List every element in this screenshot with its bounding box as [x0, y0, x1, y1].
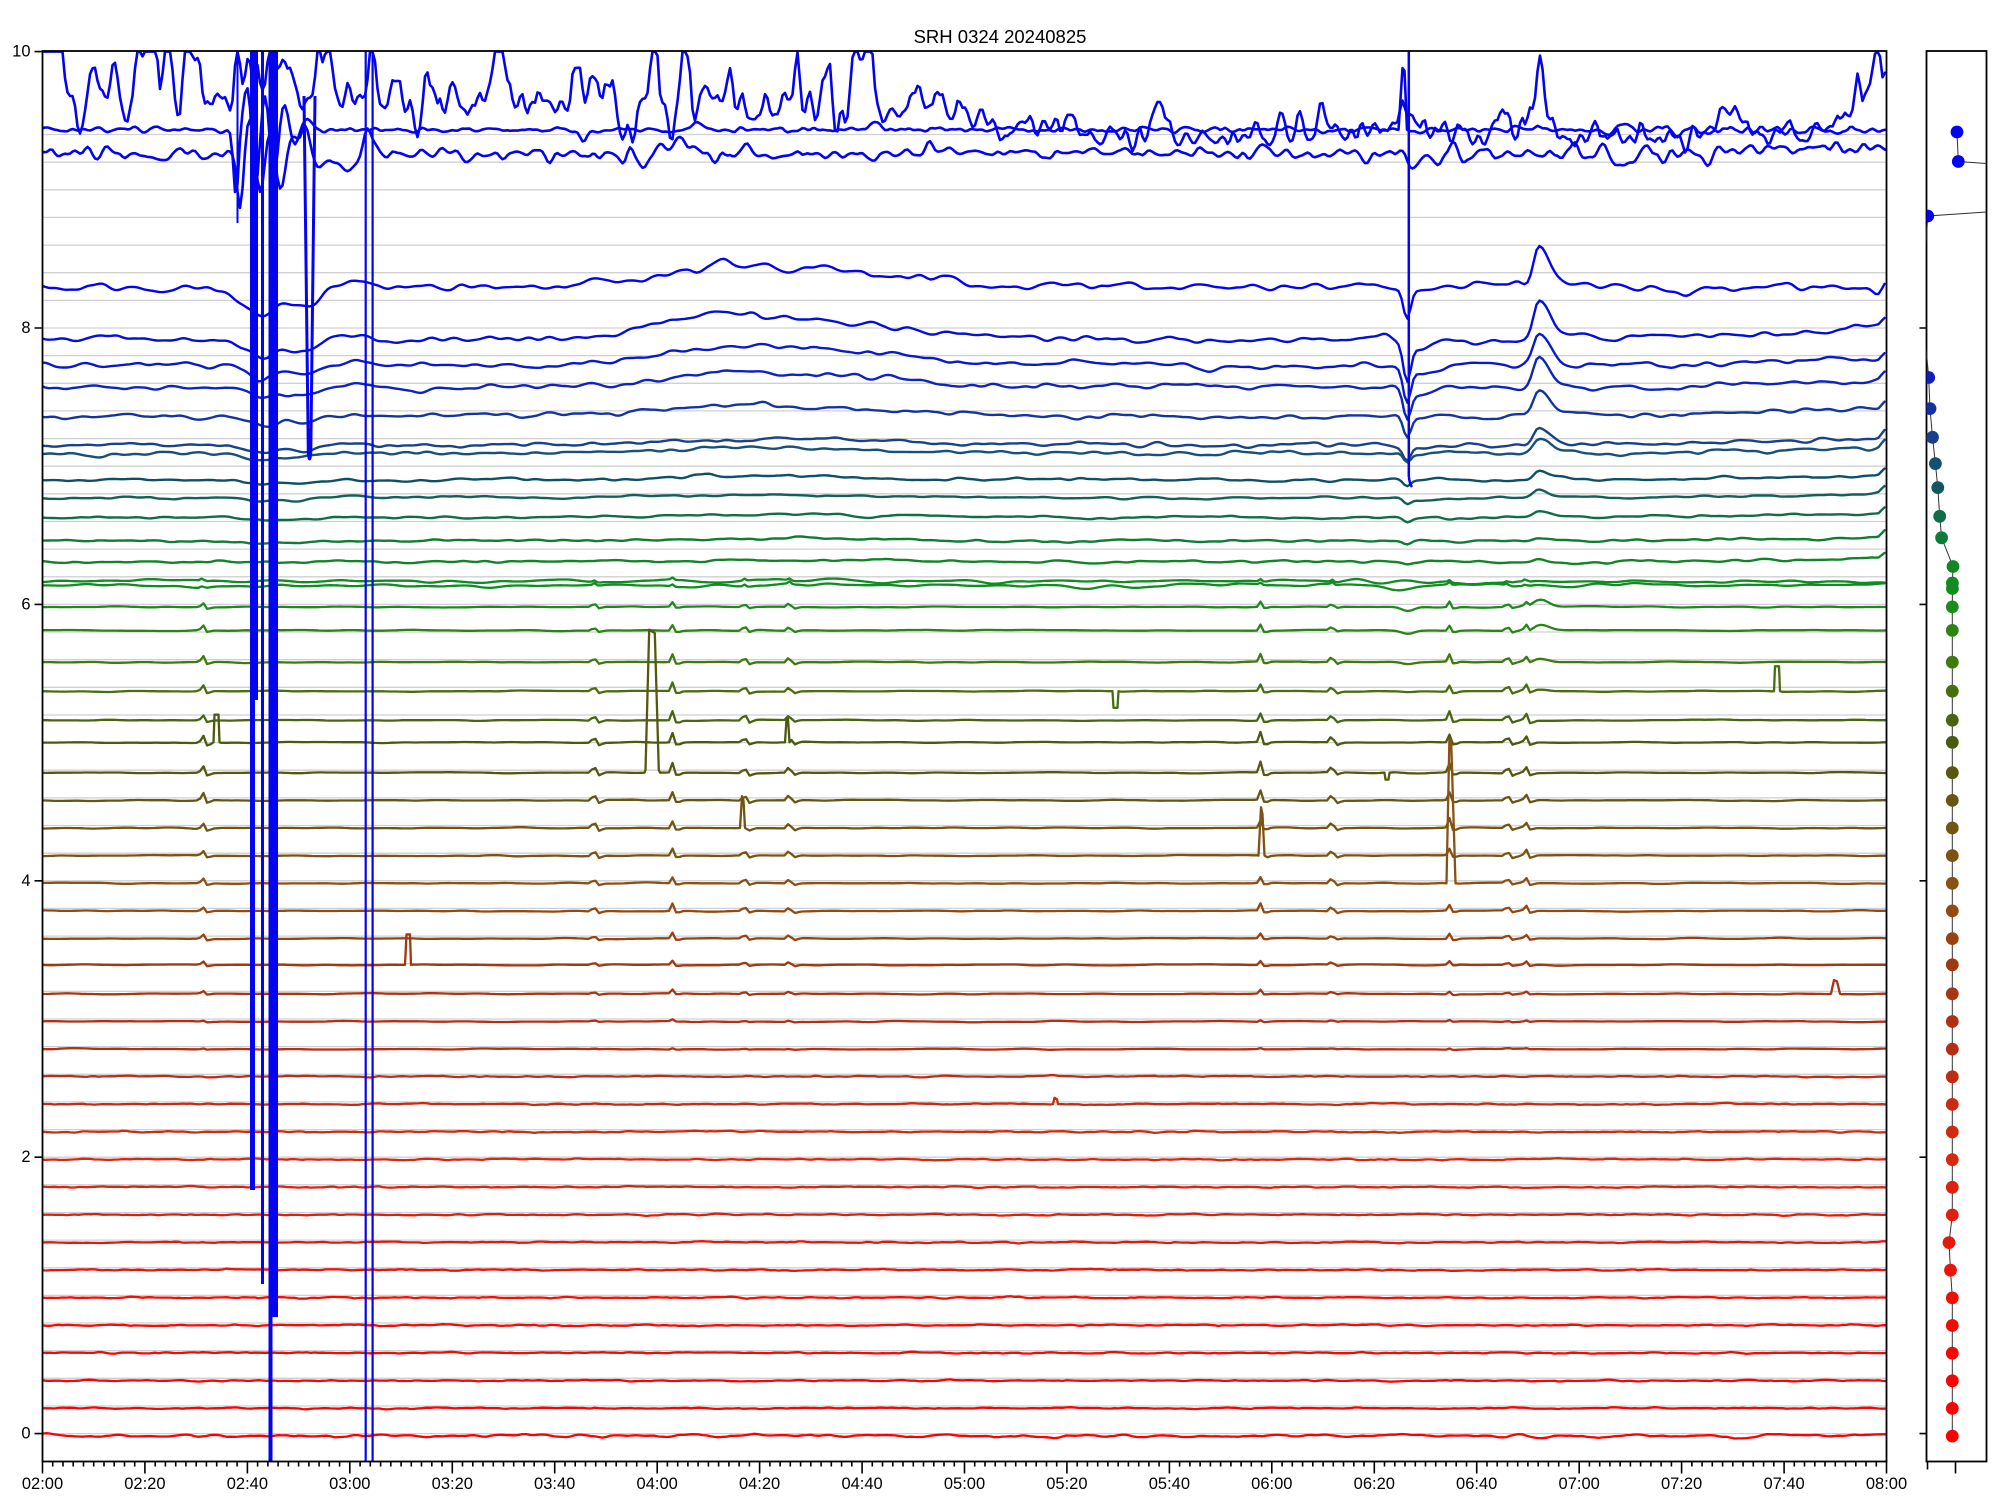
svg-text:07:20: 07:20	[1661, 1475, 1702, 1493]
svg-text:05:00: 05:00	[944, 1475, 985, 1493]
svg-text:6: 6	[21, 595, 30, 613]
svg-text:0: 0	[21, 1425, 30, 1443]
svg-text:04:00: 04:00	[637, 1475, 678, 1493]
svg-text:4: 4	[21, 872, 30, 890]
svg-text:10: 10	[12, 43, 30, 61]
svg-text:06:20: 06:20	[1354, 1475, 1395, 1493]
svg-text:04:20: 04:20	[739, 1475, 780, 1493]
svg-text:05:40: 05:40	[1149, 1475, 1190, 1493]
svg-text:07:40: 07:40	[1763, 1475, 1804, 1493]
svg-text:08:00: 08:00	[1866, 1475, 1907, 1493]
svg-text:02:40: 02:40	[227, 1475, 268, 1493]
svg-text:SRH 0324 20240825: SRH 0324 20240825	[914, 26, 1087, 47]
svg-text:2: 2	[21, 1148, 30, 1166]
svg-text:03:20: 03:20	[432, 1475, 473, 1493]
svg-text:8: 8	[21, 319, 30, 337]
svg-text:05:20: 05:20	[1046, 1475, 1087, 1493]
svg-text:02:00: 02:00	[22, 1475, 63, 1493]
svg-text:06:00: 06:00	[1251, 1475, 1292, 1493]
svg-text:04:40: 04:40	[841, 1475, 882, 1493]
svg-text:07:00: 07:00	[1559, 1475, 1600, 1493]
svg-text:06:40: 06:40	[1456, 1475, 1497, 1493]
svg-text:02:20: 02:20	[124, 1475, 165, 1493]
svg-text:03:00: 03:00	[329, 1475, 370, 1493]
svg-text:03:40: 03:40	[534, 1475, 575, 1493]
